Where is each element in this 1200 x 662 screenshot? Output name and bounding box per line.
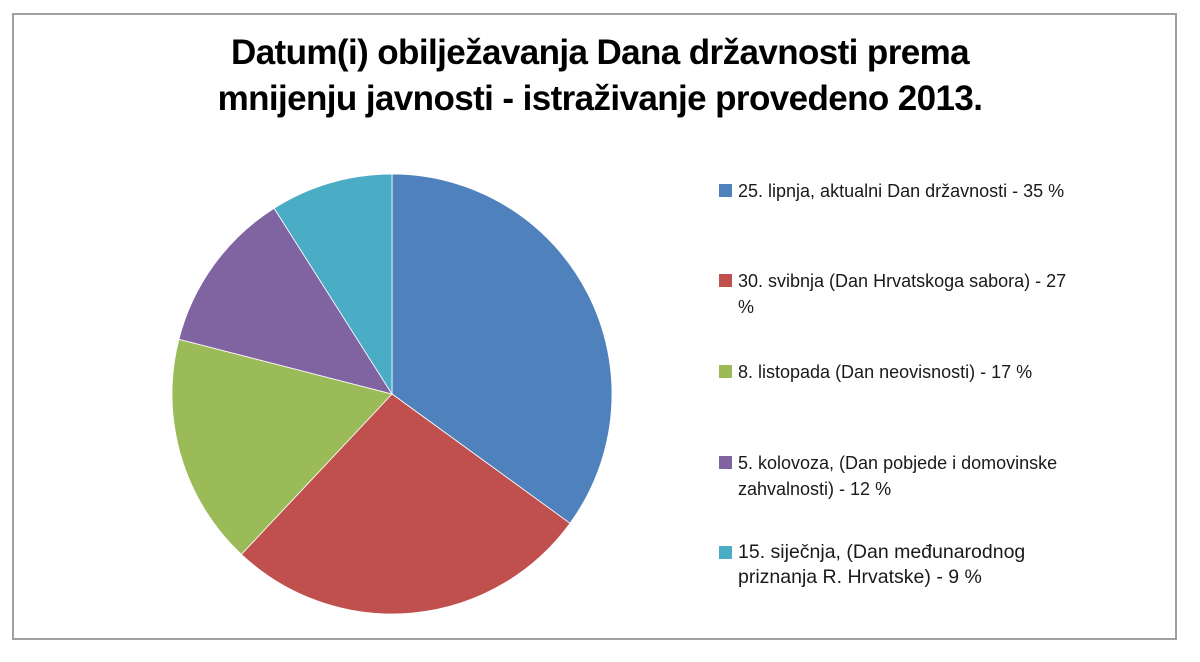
pie-slice — [273, 173, 393, 396]
legend-label: 30. svibnja (Dan Hrvatskoga sabora) - 27… — [738, 268, 1158, 320]
legend-label-line: priznanja R. Hrvatske) - 9 % — [738, 566, 982, 588]
legend-item-30-svibnja: 30. svibnja (Dan Hrvatskoga sabora) - 27… — [719, 268, 1169, 320]
legend-item-15-sijecnja: 15. siječnja, (Dan međunarodnog priznanj… — [719, 540, 1169, 590]
legend-label-line: % — [738, 297, 755, 317]
pie-slice — [178, 207, 393, 395]
legend-item-5-kolovoza: 5. kolovoza, (Dan pobjede i domovinske z… — [719, 450, 1169, 502]
legend-swatch-green — [719, 365, 732, 378]
chart-title-line-2: mnijenju javnosti - istraživanje provede… — [217, 79, 983, 118]
legend-swatch-red — [719, 274, 732, 287]
pie-slices — [171, 173, 613, 615]
legend-label-line: 8. listopada (Dan neovisnosti) - 17 % — [738, 362, 1033, 382]
legend: 25. lipnja, aktualni Dan državnosti - 35… — [719, 0, 1179, 662]
legend-label: 25. lipnja, aktualni Dan državnosti - 35… — [738, 178, 1158, 204]
legend-swatch-blue — [719, 184, 732, 197]
legend-swatch-purple — [719, 456, 732, 469]
pie-slice — [240, 393, 571, 615]
chart-title: Datum(i) obilježavanja Dana državnosti p… — [0, 30, 1200, 122]
legend-label-line: zahvalnosti) - 12 % — [738, 479, 892, 499]
legend-item-8-listopada: 8. listopada (Dan neovisnosti) - 17 % — [719, 359, 1169, 385]
pie-slice — [391, 173, 613, 524]
legend-swatch-cyan — [719, 546, 732, 559]
legend-label-line: 15. siječnja, (Dan međunarodnog — [738, 541, 1026, 563]
legend-label-line: 5. kolovoza, (Dan pobjede i domovinske — [738, 453, 1058, 473]
legend-label: 15. siječnja, (Dan međunarodnog priznanj… — [738, 540, 1158, 590]
legend-item-25-lipnja: 25. lipnja, aktualni Dan državnosti - 35… — [719, 178, 1169, 204]
legend-label-line: 25. lipnja, aktualni Dan državnosti - 35… — [738, 181, 1065, 201]
legend-label: 8. listopada (Dan neovisnosti) - 17 % — [738, 359, 1158, 385]
legend-label-line: 30. svibnja (Dan Hrvatskoga sabora) - 27 — [738, 271, 1067, 291]
chart-title-line-1: Datum(i) obilježavanja Dana državnosti p… — [231, 33, 970, 72]
pie-slice — [171, 338, 393, 555]
legend-label: 5. kolovoza, (Dan pobjede i domovinske z… — [738, 450, 1158, 502]
